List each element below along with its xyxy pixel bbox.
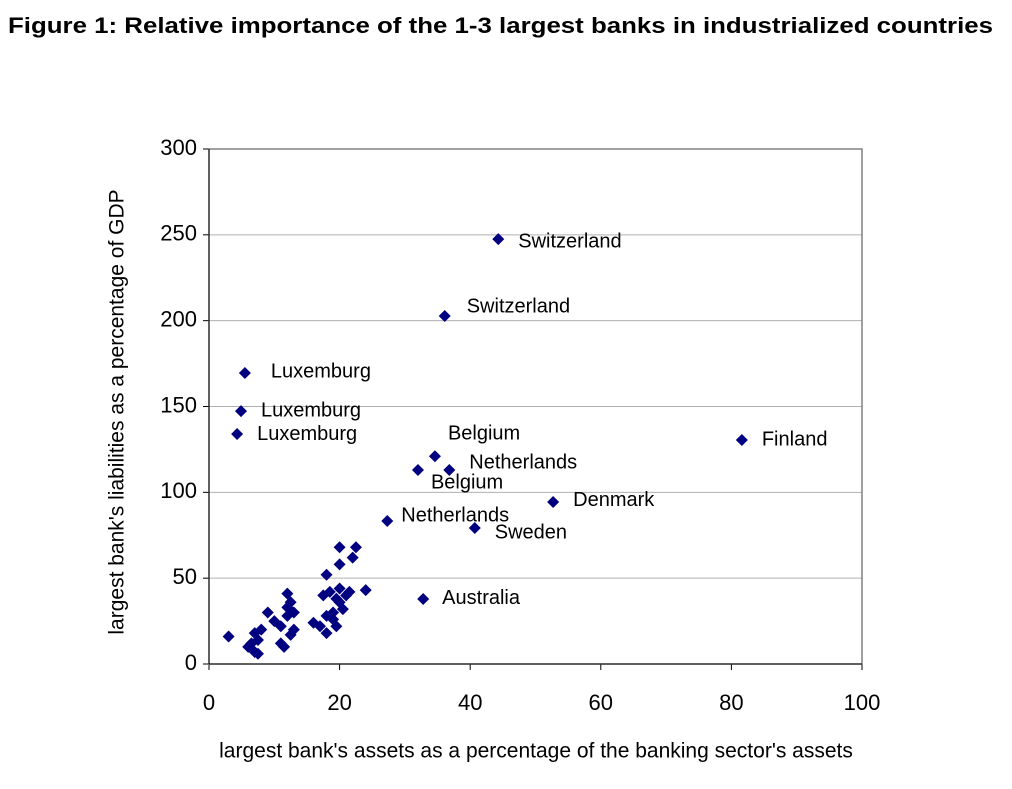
point-label: Australia bbox=[442, 587, 521, 609]
point bbox=[333, 558, 346, 571]
y-tick-label: 200 bbox=[160, 306, 197, 331]
y-tick-label: 250 bbox=[160, 221, 197, 246]
x-tick-label: 0 bbox=[203, 690, 215, 715]
point bbox=[251, 633, 264, 646]
x-tick-label: 80 bbox=[719, 690, 743, 715]
point bbox=[428, 450, 441, 463]
point bbox=[349, 541, 362, 554]
point bbox=[255, 623, 268, 636]
point-label: Netherlands bbox=[401, 504, 509, 526]
point-label: Belgium bbox=[431, 471, 503, 493]
point bbox=[492, 233, 505, 246]
point-label: Luxemburg bbox=[271, 360, 371, 382]
chart-title: Figure 1: Relative importance of the 1-3… bbox=[8, 13, 993, 38]
point bbox=[333, 541, 346, 554]
y-axis-label: largest bank's liabilities as a percenta… bbox=[106, 189, 129, 634]
point bbox=[231, 427, 244, 440]
point bbox=[222, 630, 235, 643]
point bbox=[468, 522, 481, 535]
x-tick-label: 20 bbox=[327, 690, 351, 715]
x-tick-label: 100 bbox=[844, 690, 881, 715]
y-tick-label: 150 bbox=[160, 392, 197, 417]
point bbox=[359, 584, 372, 597]
point bbox=[287, 623, 300, 636]
point bbox=[417, 592, 430, 605]
point bbox=[443, 464, 456, 477]
point bbox=[320, 568, 333, 581]
point bbox=[278, 640, 291, 653]
x-tick-label: 40 bbox=[458, 690, 482, 715]
x-axis-label: largest bank's assets as a percentage of… bbox=[219, 740, 853, 763]
point bbox=[735, 433, 748, 446]
point-label: Finland bbox=[762, 428, 828, 450]
point-label: Netherlands bbox=[469, 451, 577, 473]
point bbox=[333, 582, 346, 595]
point-label: Switzerland bbox=[467, 295, 570, 317]
point bbox=[234, 405, 247, 418]
point bbox=[438, 310, 451, 323]
point-label: Belgium bbox=[448, 423, 520, 445]
point bbox=[320, 627, 333, 640]
point bbox=[381, 515, 394, 528]
point bbox=[411, 464, 424, 477]
point bbox=[251, 647, 264, 660]
point bbox=[238, 367, 251, 380]
y-tick-label: 0 bbox=[185, 650, 197, 675]
point bbox=[284, 596, 297, 609]
point bbox=[336, 603, 349, 616]
point-label: Sweden bbox=[495, 521, 567, 543]
y-tick-label: 300 bbox=[160, 135, 197, 160]
point bbox=[343, 585, 356, 598]
point bbox=[330, 620, 343, 633]
point-label: Luxemburg bbox=[261, 399, 361, 421]
point bbox=[330, 592, 343, 605]
point bbox=[261, 606, 274, 619]
point-label: Denmark bbox=[573, 489, 655, 511]
point bbox=[314, 620, 327, 633]
y-tick-label: 50 bbox=[173, 564, 197, 589]
point-label: Switzerland bbox=[518, 230, 621, 252]
x-tick-label: 60 bbox=[589, 690, 613, 715]
point bbox=[320, 609, 333, 622]
point bbox=[547, 495, 560, 508]
y-tick-label: 100 bbox=[160, 478, 197, 503]
point bbox=[274, 620, 287, 633]
point bbox=[287, 606, 300, 619]
point bbox=[323, 585, 336, 598]
point bbox=[346, 551, 359, 564]
point-label: Luxemburg bbox=[257, 423, 357, 445]
